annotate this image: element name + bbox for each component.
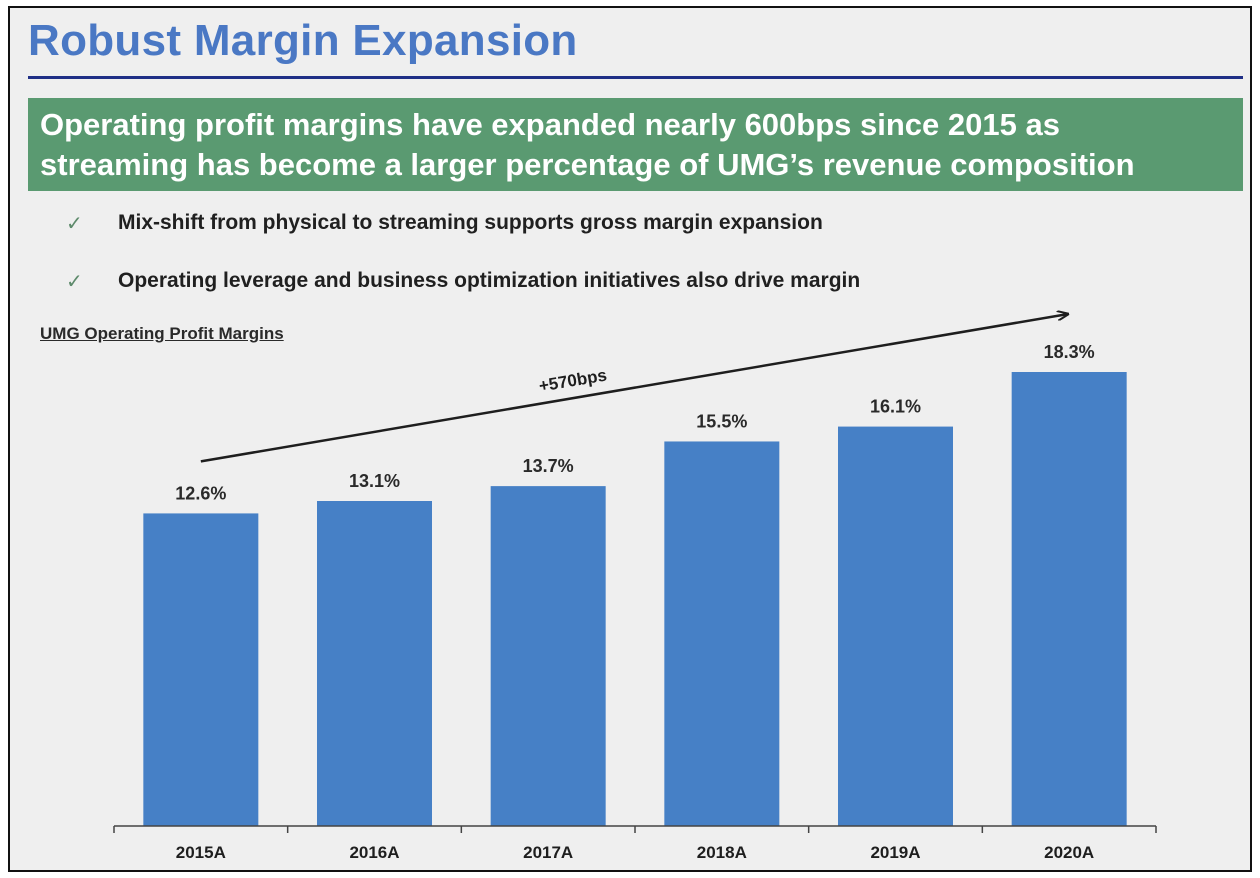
bar-2020A — [1011, 372, 1127, 826]
bars-layer: 12.6% 13.1% 13.7% 15.5% 16.1% 18.3% — [143, 342, 1127, 826]
bar-value-label: 13.7% — [523, 456, 574, 476]
bar-value-label: 15.5% — [696, 411, 747, 431]
bullet-item: ✓ Operating leverage and business optimi… — [66, 266, 860, 296]
x-tick-label: 2019A — [870, 843, 920, 862]
bar-2015A — [143, 513, 259, 826]
bar-2019A — [838, 426, 953, 826]
bullet-text: Mix-shift from physical to streaming sup… — [118, 211, 823, 234]
title-rule — [28, 76, 1243, 79]
bar-2018A — [664, 441, 780, 826]
bar-chart: 12.6% 13.1% 13.7% 15.5% 16.1% 18.3% 2015A 2016… — [113, 8, 1157, 862]
bar-value-label: 16.1% — [870, 397, 921, 417]
bar-2017A — [490, 486, 606, 826]
x-tick-label: 2016A — [349, 843, 399, 862]
x-axis: 2015A 2016A 2017A 2018A 2019A 2020A — [113, 825, 1157, 862]
bar-value-label: 12.6% — [175, 483, 226, 503]
x-tick-label: 2015A — [176, 843, 226, 862]
bar-2016A — [317, 501, 432, 826]
slide: Robust Margin Expansion Operating profit… — [8, 6, 1252, 872]
chart-title: UMG Operating Profit Margins — [40, 324, 284, 343]
x-tick-label: 2020A — [1044, 843, 1094, 862]
bar-value-label: 18.3% — [1044, 342, 1095, 362]
banner-line-1: Operating profit margins have expanded n… — [40, 107, 1060, 142]
bullet-item: ✓ Mix-shift from physical to streaming s… — [66, 208, 823, 238]
checkmark-icon: ✓ — [66, 212, 83, 235]
trend-annotation-label: +570bps — [537, 365, 608, 395]
trend-arrow — [200, 314, 1068, 463]
headline-banner: Operating profit margins have expanded n… — [28, 98, 1243, 191]
x-tick-label: 2018A — [697, 843, 747, 862]
bar-value-label: 13.1% — [349, 471, 400, 491]
bullet-text: Operating leverage and business optimiza… — [118, 269, 861, 292]
banner-line-2: streaming has become a larger percentage… — [40, 147, 1135, 182]
checkmark-icon: ✓ — [66, 270, 83, 293]
slide-title: Robust Margin Expansion — [28, 16, 578, 65]
x-tick-label: 2017A — [523, 843, 573, 862]
